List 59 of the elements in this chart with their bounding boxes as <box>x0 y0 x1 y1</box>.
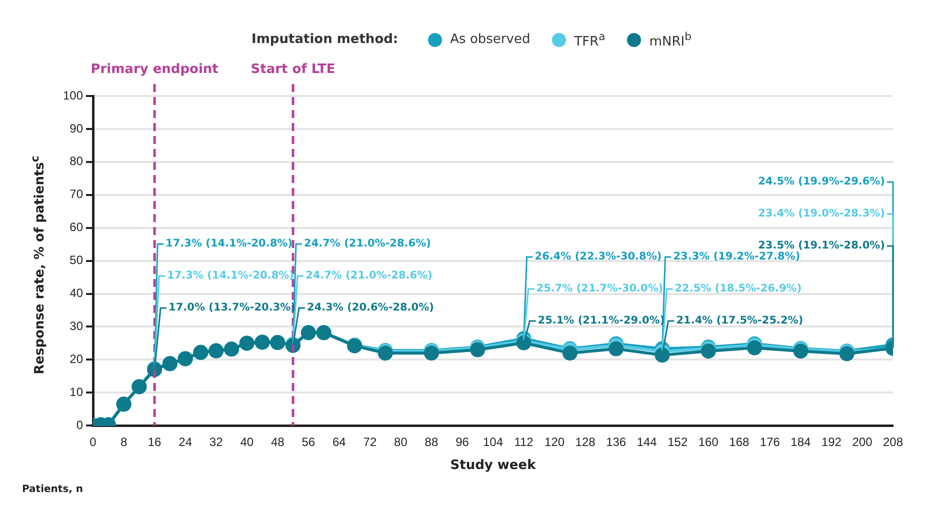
data-label: 24.7% (21.0%-28.6%) <box>304 238 431 250</box>
y-tick-label: 90 <box>70 121 84 136</box>
x-tick-label: 24 <box>178 435 192 450</box>
x-tick-label: 32 <box>209 435 224 450</box>
x-tick-label: 48 <box>270 435 285 450</box>
ref-line-label: Primary endpoint <box>90 62 218 77</box>
y-tick-label: 50 <box>70 253 84 268</box>
y-tick-label: 80 <box>70 154 84 168</box>
x-tick-label: 160 <box>698 435 719 450</box>
data-label: 25.7% (21.7%-30.0%) <box>536 282 664 295</box>
text: Patients, n <box>22 484 84 495</box>
x-tick-label: 112 <box>514 435 534 450</box>
x-tick-label: 104 <box>482 435 504 450</box>
x-tick-label: 168 <box>729 435 750 450</box>
ref-line-label: Start of LTE <box>250 62 336 77</box>
legend-label: As observed <box>450 32 530 48</box>
x-tick-label: 120 <box>544 435 565 450</box>
data-label: 24.7% (21.0%-28.6%) <box>306 270 432 282</box>
x-tick-label: 40 <box>240 435 254 450</box>
y-tick-label: 30 <box>70 319 84 334</box>
x-tick-label: 56 <box>302 435 316 450</box>
x-tick-label: 128 <box>575 435 596 450</box>
data-label: 17.3% (14.1%-20.8%) <box>166 238 292 250</box>
x-tick-label: 8 <box>120 435 128 450</box>
x-tick-label: 72 <box>363 435 377 450</box>
data-label: 23.3% (19.2%-27.8%) <box>673 250 800 263</box>
data-label: 23.4% (19.0%-28.3%) <box>758 208 885 220</box>
x-tick-label: 16 <box>148 435 162 450</box>
x-tick-label: 208 <box>882 435 904 450</box>
data-label: 24.5% (19.9%-29.6%) <box>758 176 885 188</box>
data-label: 21.4% (17.5%-25.2%) <box>676 314 804 327</box>
x-tick-label: 88 <box>424 435 438 450</box>
x-tick-label: 136 <box>606 435 626 450</box>
x-tick-label: 64 <box>332 435 346 450</box>
x-tick-label: 200 <box>852 435 873 450</box>
x-tick-label: 96 <box>456 435 470 450</box>
x-tick-label: 192 <box>821 435 842 450</box>
y-tick-label: 20 <box>70 352 84 366</box>
y-tick-label: 0 <box>76 418 84 432</box>
data-label: 23.5% (19.1%-28.0%) <box>758 240 885 252</box>
data-label: 22.5% (18.5%-26.9%) <box>674 282 802 295</box>
data-label: 24.3% (20.6%-28.0%) <box>307 302 434 314</box>
x-tick-label: 176 <box>760 435 780 450</box>
data-label: 17.3% (14.1%-20.8%) <box>167 270 294 282</box>
legend-label: mNRI$^{b}$ <box>649 30 692 50</box>
y-tick-label: 10 <box>70 384 84 399</box>
x-tick-label: 152 <box>668 435 688 450</box>
data-label: 26.4% (22.3%-30.8%) <box>534 250 662 263</box>
x-tick-label: 144 <box>636 435 658 450</box>
y-tick-label: 100 <box>62 88 84 102</box>
x-tick-label: 0 <box>90 435 97 450</box>
x-tick-label: 184 <box>790 435 812 450</box>
x-axis-title: Study week <box>450 458 536 473</box>
y-tick-label: 40 <box>70 286 84 300</box>
legend-title: Imputation method: <box>252 32 398 48</box>
legend-label: TFR$^{a}$ <box>574 30 606 50</box>
y-tick-label: 70 <box>70 187 84 202</box>
x-tick-label: 80 <box>394 435 408 450</box>
y-tick-label: 60 <box>70 220 84 234</box>
